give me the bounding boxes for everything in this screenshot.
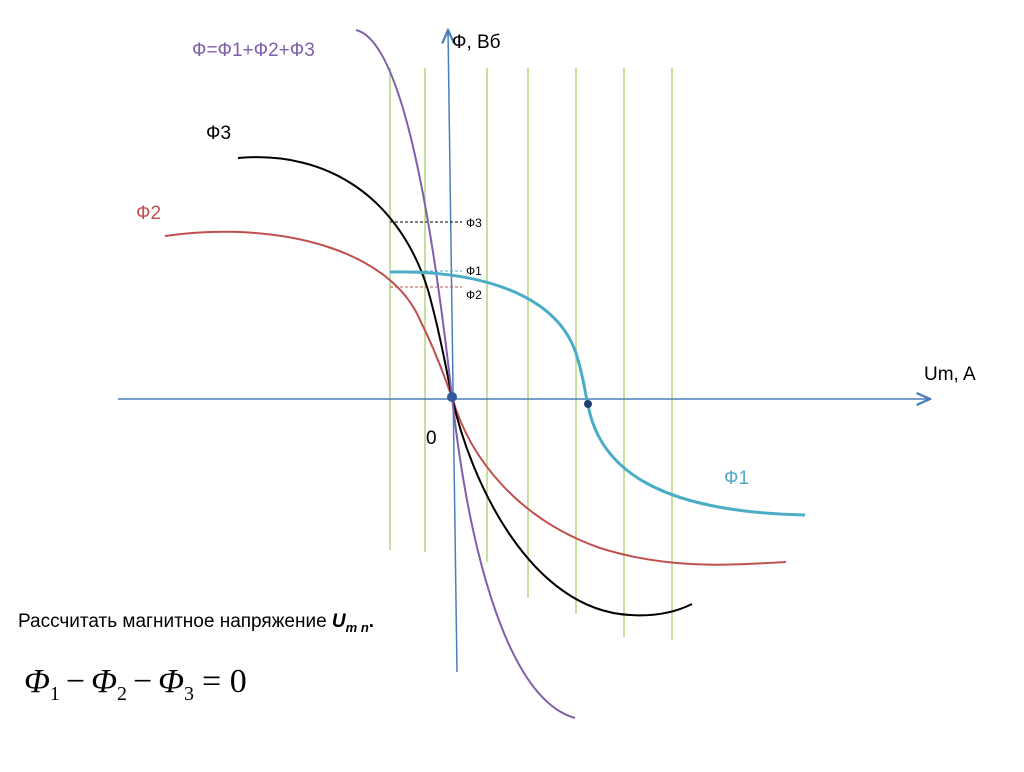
zero-dot	[584, 400, 592, 408]
formula-sub: 2	[117, 683, 127, 705]
x-axis-label: Um, A	[924, 364, 976, 385]
task-subscript: m n	[346, 620, 369, 635]
formula-symbol: Φ	[24, 663, 50, 700]
curve-sum	[355, 29, 576, 719]
formula-symbol: Φ	[91, 663, 117, 700]
formula-op: = 0	[202, 663, 247, 700]
task-suffix: .	[369, 611, 374, 632]
formula: Φ1− Φ2− Φ3 = 0	[24, 663, 247, 705]
origin-dot	[447, 392, 457, 402]
formula-sub: 1	[50, 683, 60, 705]
formula-op: −	[66, 663, 85, 700]
label-phi3: Ф3	[206, 123, 231, 144]
label-phi1: Ф1	[724, 468, 749, 489]
task-text: Рассчитать магнитное напряжение Um n.	[18, 611, 374, 635]
task-symbol: U	[332, 611, 347, 632]
curve-phi2	[164, 230, 787, 566]
small-label: Ф3	[466, 216, 482, 230]
label-phi2: Ф2	[136, 203, 161, 224]
origin-label: 0	[426, 428, 437, 449]
formula-op: −	[133, 663, 152, 700]
grid-lines	[389, 68, 673, 640]
y-axis	[448, 30, 458, 673]
task-prefix: Рассчитать магнитное напряжение	[18, 611, 332, 632]
label-sum: Ф=Ф1+Ф2+Ф3	[192, 40, 315, 61]
small-label: Ф2	[466, 288, 482, 302]
small-label: Ф1	[466, 264, 482, 278]
formula-symbol: Φ	[158, 663, 184, 700]
curve-phi1	[389, 270, 806, 517]
y-axis-label: Ф, Вб	[452, 32, 501, 53]
formula-sub: 3	[184, 683, 194, 705]
